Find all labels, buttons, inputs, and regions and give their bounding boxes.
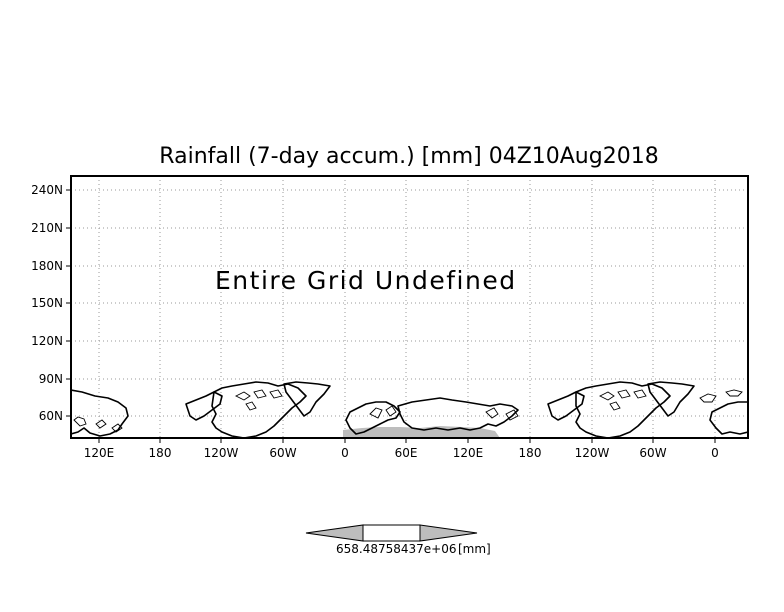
x-tick-label: 0: [341, 446, 349, 460]
coastline-japan-kamchatka: [485, 407, 519, 421]
y-tick-label: 180N: [31, 259, 63, 273]
coastline-europe-repeat: [709, 401, 748, 435]
coastline-alaska-repeat: [547, 391, 585, 421]
coastline-asia-pacific-west: [71, 389, 129, 437]
y-tick-label: 90N: [39, 372, 63, 386]
coastline-north-america: [211, 381, 307, 438]
coastline-greenland: [283, 381, 331, 417]
coastline-eurasia: [397, 397, 519, 431]
x-axis-ticks: 120E 180 120W 60W 0 60E 120E 180 120W 60W 0: [84, 438, 719, 460]
x-tick-label: 60E: [395, 446, 418, 460]
x-tick-label: 180: [519, 446, 542, 460]
coastline-canadian-archipelago: [234, 389, 283, 411]
shaded-region: [343, 426, 500, 438]
plot-frame: [70, 175, 749, 439]
coastline-canadian-archipelago-repeat: [598, 389, 647, 411]
coastline-north-america-repeat: [575, 381, 671, 438]
gridlines: [71, 176, 748, 438]
y-tick-label: 60N: [39, 409, 63, 423]
coastline-greenland-repeat: [647, 381, 695, 417]
colorbar-value-label: 658.48758437e+06: [336, 542, 457, 556]
coastline-scandinavia: [369, 405, 397, 419]
x-tick-label: 120E: [84, 446, 115, 460]
colorbar-box: [362, 524, 421, 542]
coastline-europe-africa: [345, 401, 401, 435]
coastline-iceland-repeat: [699, 393, 717, 403]
y-axis-ticks: 240N 210N 180N 150N 120N 90N 60N: [31, 183, 71, 423]
coastline-small-islands: [725, 389, 743, 397]
x-tick-label: 120E: [453, 446, 484, 460]
x-tick-label: 60W: [269, 446, 296, 460]
colorbar-unit-label: [mm]: [458, 542, 491, 556]
x-tick-label: 0: [711, 446, 719, 460]
coastline-east-asia-islands: [73, 416, 123, 433]
map-title: Rainfall (7-day accum.) [mm] 04Z10Aug201…: [159, 144, 658, 169]
y-tick-label: 120N: [31, 334, 63, 348]
colorbar-right-triangle: [419, 524, 478, 542]
x-tick-label: 180: [149, 446, 172, 460]
colorbar: 658.48758437e+06 [mm]: [305, 524, 491, 556]
land-layer: [71, 381, 748, 438]
x-tick-label: 60W: [639, 446, 666, 460]
plot-area: 240N 210N 180N 150N 120N 90N 60N 120E 180 120W 60…: [31, 175, 749, 460]
x-tick-label: 120W: [204, 446, 239, 460]
colorbar-left-triangle: [305, 524, 364, 542]
coastline-alaska: [185, 391, 223, 421]
y-tick-label: 150N: [31, 296, 63, 310]
y-tick-label: 240N: [31, 183, 63, 197]
y-tick-label: 210N: [31, 221, 63, 235]
undefined-grid-message: Entire Grid Undefined: [215, 266, 517, 295]
x-tick-label: 120W: [575, 446, 610, 460]
